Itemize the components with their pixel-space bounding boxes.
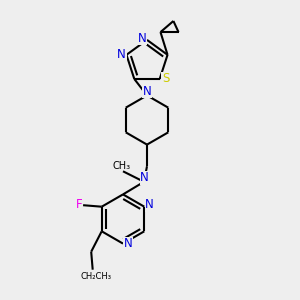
Text: N: N <box>140 171 149 184</box>
Text: N: N <box>117 48 126 61</box>
Text: S: S <box>162 73 169 85</box>
Text: N: N <box>142 85 152 98</box>
Text: N: N <box>138 32 147 45</box>
Text: CH₃: CH₃ <box>112 161 130 171</box>
Text: F: F <box>76 198 83 211</box>
Text: CH₂CH₃: CH₂CH₃ <box>80 272 111 281</box>
Text: N: N <box>145 198 154 212</box>
Text: N: N <box>124 237 133 250</box>
